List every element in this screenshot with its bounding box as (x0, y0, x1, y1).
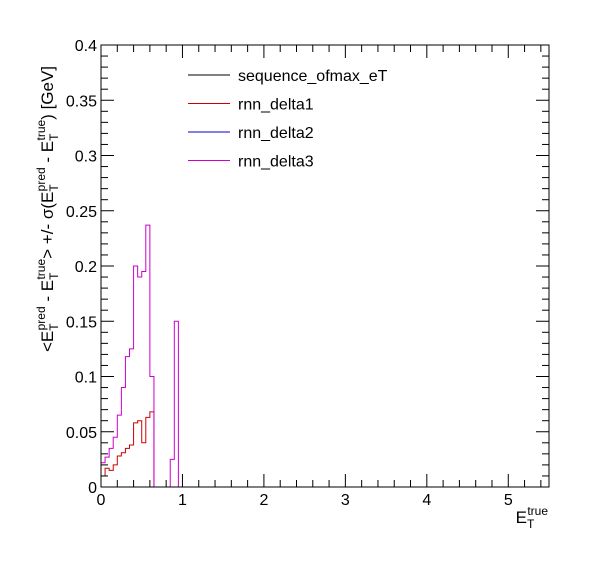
y-tick-label: 0.05 (66, 425, 97, 442)
x-tick-label: 5 (504, 492, 513, 509)
y-tick-label: 0.25 (66, 204, 97, 221)
legend-entry: sequence_ofmax_eT (238, 68, 388, 85)
x-tick-label: 1 (178, 492, 187, 509)
y-axis-label: <ETpred - ETtrue> +/- σ(ETpred - ETtrue)… (34, 66, 61, 352)
x-tick-label: 3 (341, 492, 350, 509)
y-tick-label: 0.4 (75, 38, 97, 55)
legend-entry: rnn_delta3 (238, 154, 314, 171)
y-tick-label: 0.35 (66, 93, 97, 110)
legend: sequence_ofmax_eT rnn_delta1 rnn_delta2rnn… (188, 68, 388, 171)
y-tick-label: 0.3 (75, 149, 97, 166)
y-tick-label: 0 (88, 480, 97, 497)
legend-entry: rnn_delta2 (238, 125, 314, 142)
y-axis: 0 0.05 0.1 0.15 0.2 0.25 0.3 0.35 0.4 (66, 38, 549, 497)
y-tick-label: 0.2 (75, 259, 97, 276)
y-tick-label: 0.15 (66, 314, 97, 331)
x-tick-label: 0 (97, 492, 106, 509)
x-axis-label: ETtrue (516, 504, 549, 531)
x-axis: 0 1 2 3 4 5 (97, 45, 542, 509)
x-tick-label: 2 (259, 492, 268, 509)
legend-entry: rnn_delta1 (238, 97, 314, 114)
x-tick-label: 4 (422, 492, 431, 509)
y-tick-label: 0.1 (75, 370, 97, 387)
